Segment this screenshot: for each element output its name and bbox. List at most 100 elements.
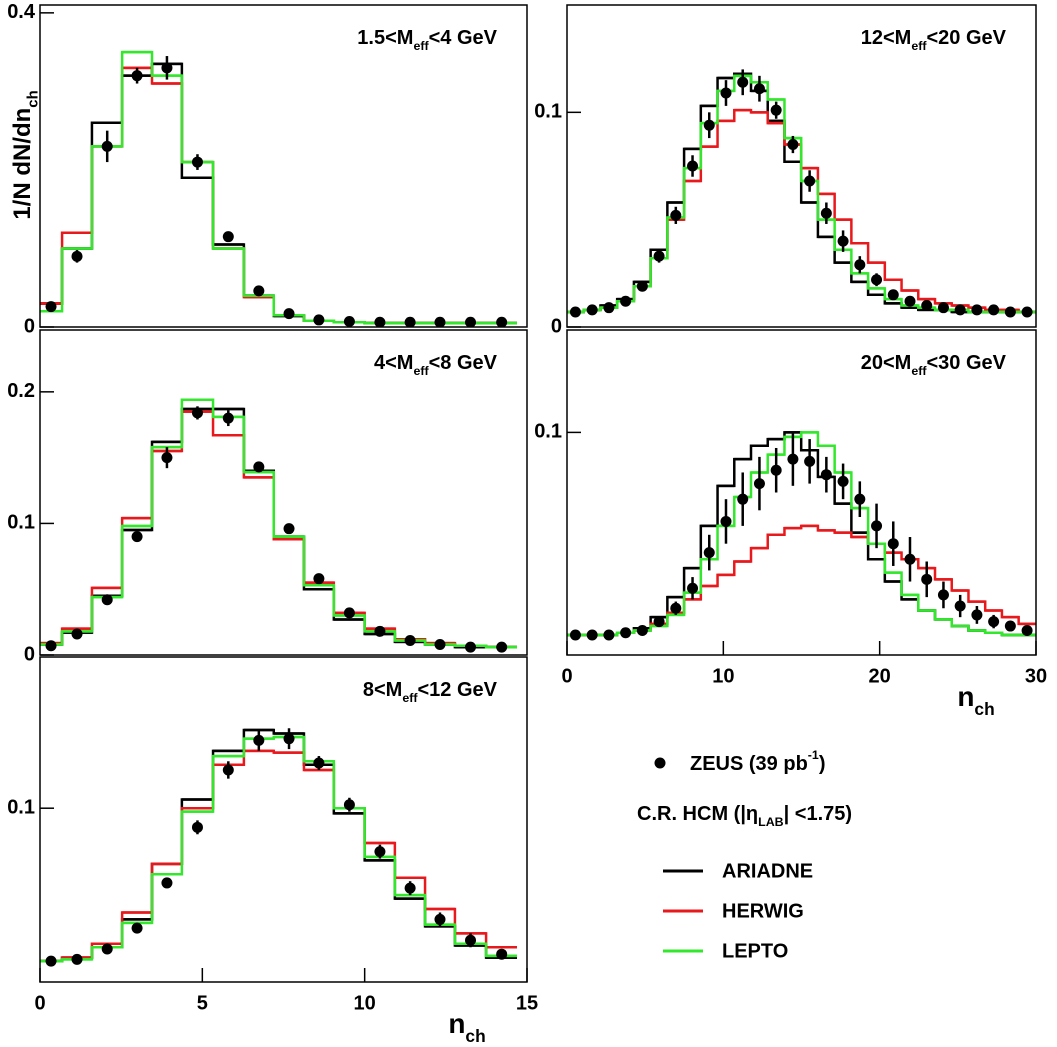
data-point	[636, 280, 648, 292]
text-part: <20 GeV	[926, 27, 1006, 49]
rich-text: C.R. HCM (|ηLAB| <1.75)	[637, 803, 852, 829]
data-point	[1004, 306, 1016, 318]
data-point	[191, 156, 203, 168]
data-point	[971, 609, 983, 621]
histogram-outline	[40, 410, 517, 649]
plot-area	[40, 728, 517, 967]
text-part: C.R. HCM (|η	[637, 803, 758, 825]
data-point	[404, 316, 416, 327]
rich-text: 4<Meff<8 GeV	[374, 352, 498, 378]
data-point	[374, 316, 386, 327]
data-point	[620, 627, 632, 639]
data-point	[871, 520, 883, 532]
data-point	[1021, 625, 1033, 637]
y-tick-label: 0.1	[7, 796, 35, 818]
data-point	[854, 493, 866, 505]
data-point	[787, 139, 799, 151]
rich-text: ZEUS (39 pb-1)	[690, 748, 826, 775]
text-part: <12 GeV	[417, 679, 497, 701]
data-point	[820, 469, 832, 481]
data-point	[131, 70, 143, 82]
data-point	[313, 573, 325, 585]
data-point	[496, 948, 508, 960]
panel-frame	[39, 4, 528, 328]
data-point	[131, 922, 143, 934]
data-point	[161, 62, 173, 74]
data-point	[804, 175, 816, 187]
histogram-outline	[567, 524, 1036, 637]
x-tick-label: 15	[516, 992, 538, 1014]
text-part: eff	[402, 691, 418, 705]
data-point	[904, 295, 916, 307]
data-point	[101, 594, 113, 606]
text-part: LAB	[758, 815, 784, 829]
data-point	[253, 461, 265, 473]
legend-label: HERWIG	[722, 900, 804, 922]
legend-label: ARIADNE	[722, 860, 813, 882]
x-tick-label: 0	[561, 665, 572, 687]
data-point	[222, 764, 234, 776]
data-point	[871, 274, 883, 286]
rich-text: 8<Meff<12 GeV	[363, 679, 498, 705]
x-tick-label: 20	[869, 665, 891, 687]
data-point	[191, 821, 203, 833]
data-point	[313, 757, 325, 769]
text-part: <4 GeV	[429, 27, 498, 49]
panel-frame	[566, 329, 1037, 656]
histogram-outline	[40, 749, 517, 963]
data-point	[988, 304, 1000, 316]
text-part: ch	[26, 90, 42, 107]
text-part: <8 GeV	[429, 352, 498, 374]
data-point	[1021, 306, 1033, 318]
x-tick-label: 0	[34, 992, 45, 1014]
plot-area	[40, 50, 517, 327]
data-point	[753, 478, 765, 490]
x-tick-label: 10	[712, 665, 734, 687]
data-point	[569, 629, 581, 641]
legend-label: LEPTO	[722, 940, 788, 962]
data-point	[343, 316, 355, 327]
data-point	[636, 625, 648, 637]
data-point	[283, 733, 295, 745]
text-part: -1	[808, 748, 819, 762]
data-point	[887, 289, 899, 301]
data-point	[253, 285, 265, 297]
data-point	[404, 635, 416, 647]
data-point	[71, 628, 83, 640]
data-point	[283, 523, 295, 535]
data-point	[496, 641, 508, 653]
data-point	[222, 412, 234, 424]
x-tick-label: 10	[354, 992, 376, 1014]
data-point	[954, 304, 966, 316]
text-part: ch	[465, 1026, 485, 1046]
data-point	[465, 641, 477, 653]
histogram-outline	[40, 398, 517, 649]
data-point	[770, 104, 782, 116]
text-part: | <1.75)	[784, 803, 852, 825]
data-point	[161, 877, 173, 889]
rich-text: 1/N dN/dnch	[9, 90, 41, 219]
data-point	[465, 934, 477, 946]
data-point	[954, 600, 966, 612]
data-point	[313, 314, 325, 326]
plot-area	[567, 69, 1036, 318]
data-point	[670, 602, 682, 614]
text-part: <30 GeV	[926, 352, 1006, 374]
rich-text: 12<Meff<20 GeV	[861, 27, 1007, 53]
data-point	[737, 76, 749, 88]
data-point	[101, 140, 113, 152]
histogram-outline	[40, 50, 517, 325]
y-tick-label: 0.1	[534, 101, 562, 123]
data-point	[343, 799, 355, 811]
text-part: 20<M	[861, 352, 912, 374]
text-part: 8<M	[363, 679, 402, 701]
data-point	[854, 259, 866, 271]
text-part: 12<M	[861, 27, 912, 49]
data-point	[569, 306, 581, 318]
data-point	[45, 301, 57, 313]
plot-area	[40, 398, 517, 653]
data-point	[937, 589, 949, 601]
data-point	[404, 882, 416, 894]
rich-text: nch	[957, 681, 994, 718]
